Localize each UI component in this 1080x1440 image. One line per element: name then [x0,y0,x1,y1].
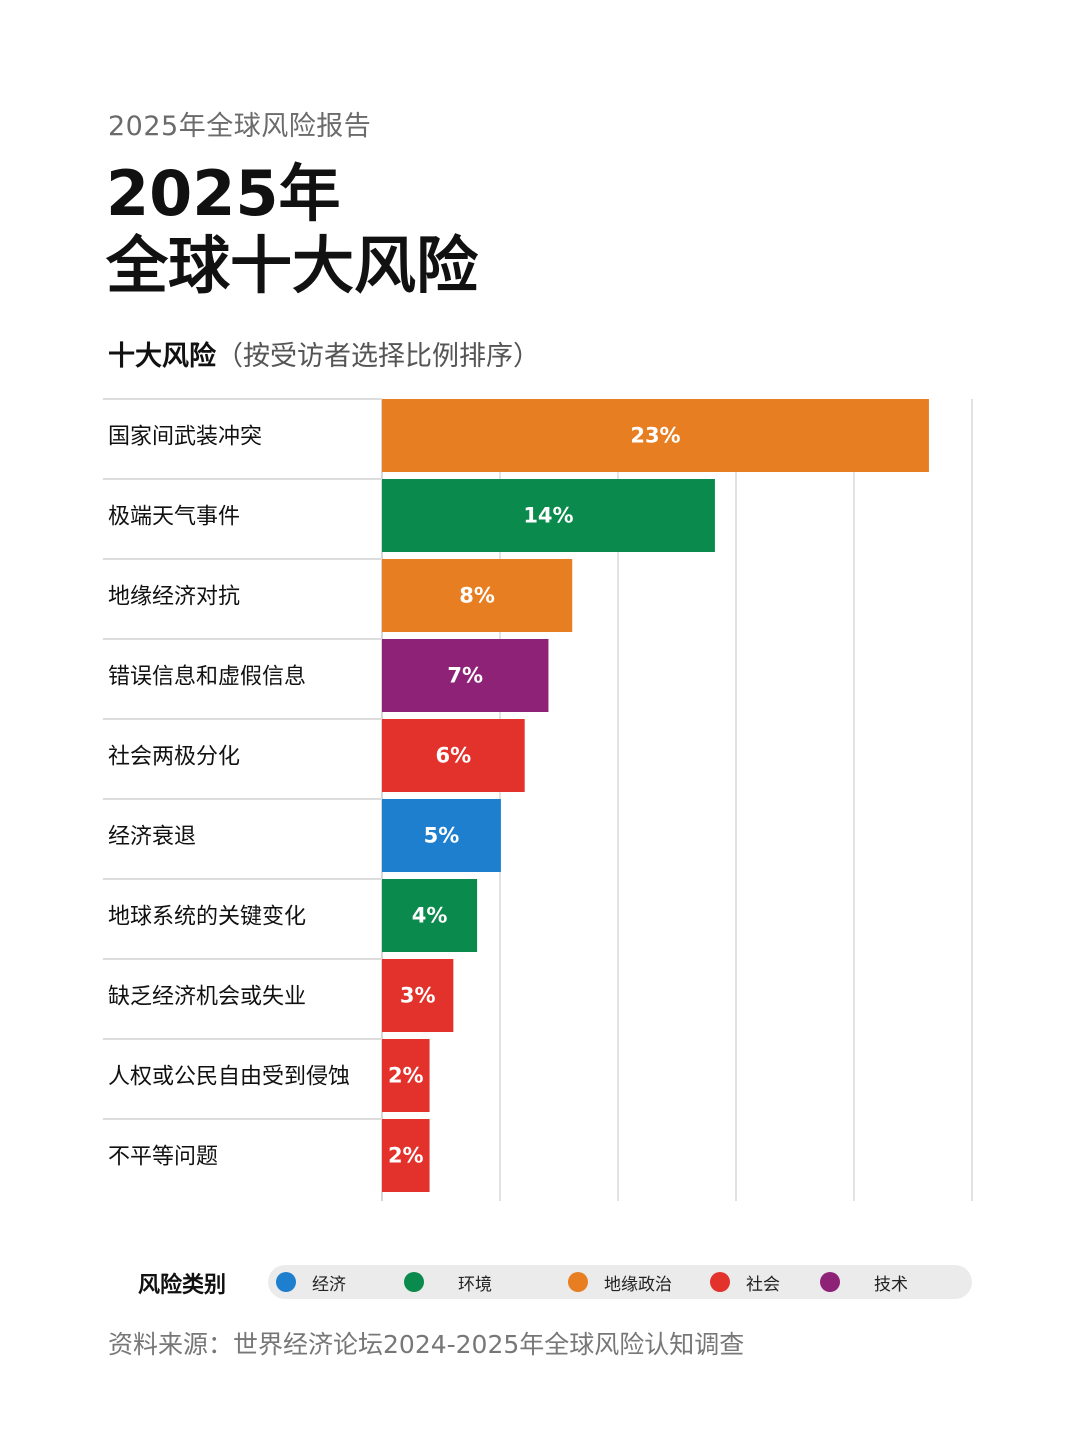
legend-item-environment: 环境 [404,1265,492,1299]
bar-value-label: 3% [400,984,436,1008]
risk-bar-chart: 国家间武装冲突 23% 极端天气事件 14% 地缘经济对抗 8% 错误信息和虚假信息 7% 社会… [103,398,973,1201]
source-note: 资料来源：世界经济论坛2024-2025年全球风险认知调查 [108,1330,745,1359]
legend-label-geopolitics: 地缘政治 [604,1274,672,1295]
chart-subtitle: 十大风险（按受访者选择比例排序） [108,334,540,373]
bar [382,639,549,712]
bar-value-label: 14% [523,504,573,528]
legend-dot-geopolitics [568,1272,588,1292]
bar-value-label: 23% [630,424,680,448]
bar [382,479,715,552]
legend-title: 风险类别 [138,1273,227,1298]
bar-value-label: 2% [388,1144,424,1168]
bar [382,399,929,472]
legend-dot-technology [820,1272,840,1292]
category-label: 国家间武装冲突 [108,425,262,450]
legend-item-society: 社会 [710,1265,780,1299]
page-title-line2: 全球十大风险 [106,229,479,302]
category-label: 经济衰退 [108,825,196,850]
legend: 风险类别 经济 环境 地缘政治 社会 技术 [86,1258,974,1306]
category-label: 地球系统的关键变化 [108,905,306,930]
category-label: 社会两极分化 [108,745,240,770]
legend-dot-society [710,1272,730,1292]
bar-value-label: 7% [447,664,483,688]
bar [382,559,573,632]
legend-item-technology: 技术 [820,1265,908,1299]
category-label: 极端天气事件 [108,505,240,530]
legend-label-economy: 经济 [312,1274,346,1295]
bar [382,719,525,792]
bar-value-label: 5% [424,824,460,848]
bar [382,1039,430,1112]
bar [382,959,454,1032]
bar [382,799,501,872]
chart-subtitle-strong: 十大风险 [108,341,216,372]
legend-label-environment: 环境 [458,1274,492,1295]
category-label: 地缘经济对抗 [108,585,240,610]
category-label: 缺乏经济机会或失业 [108,985,306,1010]
row-layer: 国家间武装冲突 23% 极端天气事件 14% 地缘经济对抗 8% 错误信息和虚假信息 7% 社会… [103,398,929,1192]
page-title: 2025年 全球十大风险 [106,158,478,302]
bar [382,1119,430,1192]
legend-item-geopolitics: 地缘政治 [568,1265,672,1299]
legend-dot-environment [404,1272,424,1292]
chart-subtitle-note: （按受访者选择比例排序） [216,341,540,372]
bar-value-label: 8% [459,584,495,608]
report-eyebrow: 2025年全球风险报告 [108,111,372,142]
bar [382,879,478,952]
category-label: 人权或公民自由受到侵蚀 [108,1065,350,1090]
legend-pill: 经济 环境 地缘政治 社会 技术 [268,1265,972,1299]
bar-value-label: 2% [388,1064,424,1088]
bar-value-label: 4% [412,904,448,928]
legend-dot-economy [276,1272,296,1292]
bar-value-label: 6% [436,744,472,768]
legend-label-technology: 技术 [874,1274,908,1295]
legend-item-economy: 经济 [276,1265,346,1299]
category-label: 错误信息和虚假信息 [108,665,306,690]
category-label: 不平等问题 [108,1145,218,1170]
legend-label-society: 社会 [746,1274,780,1295]
page-title-line1: 2025年 [106,157,341,230]
